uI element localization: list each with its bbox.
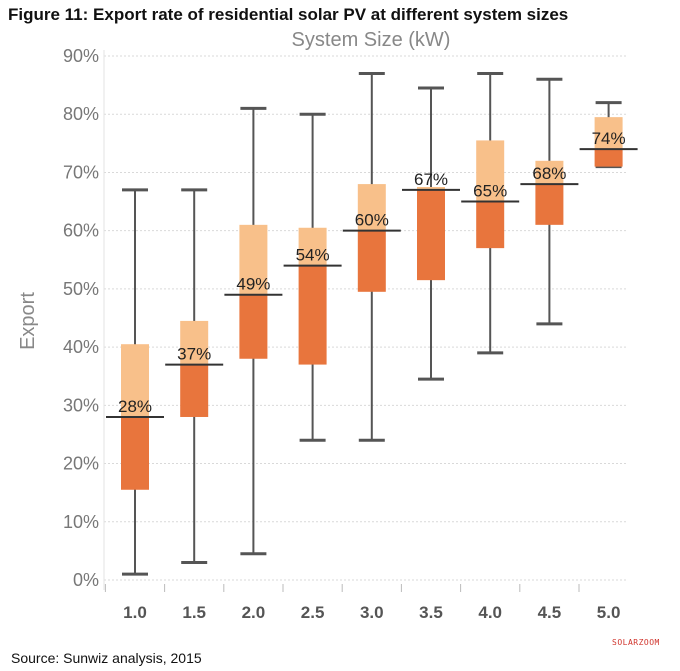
x-tick-label: 2.0 xyxy=(242,603,266,622)
watermark-logo: SOLARZOOM xyxy=(612,638,660,647)
x-axis-title: System Size (kW) xyxy=(292,29,451,51)
box-lower xyxy=(535,184,564,225)
box-upper xyxy=(535,160,564,185)
median-label: 60% xyxy=(355,211,389,230)
y-tick-label: 60% xyxy=(63,221,99,241)
median-label: 28% xyxy=(118,397,152,416)
source-note: Source: Sunwiz analysis, 2015 xyxy=(11,650,202,666)
box-lower xyxy=(298,265,327,365)
median-label: 67% xyxy=(414,170,448,189)
box-upper xyxy=(357,184,386,231)
x-tick-label: 5.0 xyxy=(597,603,621,622)
box-series: 28% 37% 49% 54% 60% 67% 65% 68% 74% xyxy=(106,71,638,576)
box-upper xyxy=(298,227,327,266)
box-lower xyxy=(417,189,445,281)
median-label: 68% xyxy=(532,164,566,183)
x-tick-label: 1.0 xyxy=(123,603,147,622)
x-tick-label: 1.5 xyxy=(182,603,206,622)
y-tick-label: 20% xyxy=(63,454,99,474)
figure-title: Figure 11: Export rate of residential so… xyxy=(8,5,569,24)
box-upper xyxy=(594,117,623,150)
box-lower xyxy=(357,230,386,292)
y-axis-ticks: 0% 10% 20% 30% 40% 50% 60% 70% 80% 90% xyxy=(63,46,99,590)
median-label: 65% xyxy=(473,182,507,201)
y-axis-title: Export xyxy=(17,292,39,350)
box-lower xyxy=(476,201,505,249)
median-label: 54% xyxy=(296,246,330,265)
x-tick-label: 4.0 xyxy=(478,603,502,622)
box-lower xyxy=(121,416,149,490)
median-label: 74% xyxy=(592,129,626,148)
box-upper xyxy=(239,224,268,295)
median-label: 37% xyxy=(177,345,211,364)
y-tick-label: 50% xyxy=(63,279,99,299)
y-tick-label: 0% xyxy=(73,570,99,590)
box-upper xyxy=(180,320,209,365)
median-label: 49% xyxy=(236,275,270,294)
y-tick-label: 30% xyxy=(63,395,99,415)
box-lower xyxy=(180,364,209,417)
x-tick-label: 3.5 xyxy=(419,603,443,622)
y-tick-label: 70% xyxy=(63,162,99,182)
y-tick-label: 10% xyxy=(63,512,99,532)
x-tick-label: 2.5 xyxy=(301,603,325,622)
y-tick-label: 80% xyxy=(63,104,99,124)
x-axis-ticks: 1.0 1.5 2.0 2.5 3.0 3.5 4.0 4.5 5.0 xyxy=(123,603,620,622)
box-upper xyxy=(476,140,505,202)
y-tick-label: 90% xyxy=(63,46,99,66)
y-tick-label: 40% xyxy=(63,337,99,357)
box-upper xyxy=(121,344,149,417)
x-tick-label: 3.0 xyxy=(360,603,384,622)
box-lower xyxy=(239,294,268,359)
box-lower xyxy=(594,149,623,167)
box-upper xyxy=(417,187,445,190)
x-tick-label: 4.5 xyxy=(538,603,562,622)
